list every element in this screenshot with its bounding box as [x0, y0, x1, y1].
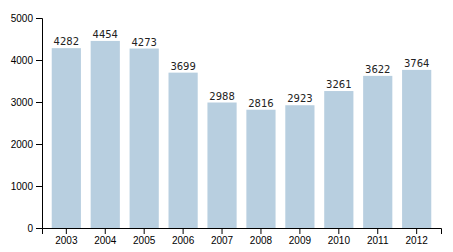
bars: [52, 41, 432, 228]
data-label: 2988: [209, 91, 234, 102]
tick-mark: [260, 228, 261, 234]
bar: [91, 41, 120, 228]
chart-svg: 0100020003000400050002003200420052006200…: [0, 0, 453, 252]
tick-label: 2012: [406, 235, 429, 246]
tick: 2005: [133, 228, 156, 246]
tick-mark: [36, 18, 42, 19]
bar: [246, 110, 275, 228]
tick-mark: [338, 228, 339, 234]
tick: 0: [27, 223, 42, 234]
y-axis: 0 1000 2000 3000 4000 5000: [11, 13, 43, 234]
tick-mark: [222, 228, 223, 234]
tick-mark: [36, 102, 42, 103]
tick: 5000: [11, 13, 42, 24]
tick: 2012: [406, 228, 429, 246]
tick-mark: [36, 186, 42, 187]
tick-label: 2009: [289, 235, 312, 246]
tick-label: 2006: [172, 235, 195, 246]
tick-mark: [183, 228, 184, 234]
tick-mark: [416, 228, 417, 234]
tick-label: 2007: [211, 235, 234, 246]
tick: 1000: [11, 181, 42, 192]
tick: 4000: [11, 55, 42, 66]
tick: 2000: [11, 139, 42, 150]
data-label: 3622: [365, 64, 390, 75]
tick: 2011: [367, 228, 389, 246]
tick: 2010: [328, 228, 351, 246]
axis-line: [36, 19, 43, 229]
data-label: 2816: [248, 98, 273, 109]
tick: 2007: [211, 228, 234, 246]
tick-label: 3000: [11, 97, 34, 108]
bar: [285, 105, 314, 228]
tick-mark: [36, 60, 42, 61]
tick: 3000: [11, 97, 42, 108]
plot: 0100020003000400050002003200420052006200…: [11, 13, 442, 246]
data-label: 3699: [170, 61, 195, 72]
tick-mark: [144, 228, 145, 234]
data-label: 2923: [287, 93, 312, 104]
data-labels: 4282 4454 4273 3699 2988 2816 2923 3261 3622 3764: [54, 29, 430, 109]
tick-label: 2011: [367, 235, 389, 246]
chart-container: 0100020003000400050002003200420052006200…: [0, 0, 453, 252]
tick-mark: [377, 228, 378, 234]
tick: 2009: [289, 228, 312, 246]
bar: [363, 76, 392, 228]
data-label: 4454: [93, 29, 118, 40]
data-label: 4273: [131, 37, 156, 48]
tick: 2004: [94, 228, 117, 246]
bar: [52, 48, 81, 228]
tick-mark: [36, 228, 42, 229]
tick-mark: [299, 228, 300, 234]
tick-label: 2010: [328, 235, 351, 246]
tick-label: 2003: [55, 235, 78, 246]
tick-mark: [66, 228, 67, 234]
data-label: 3764: [404, 58, 429, 69]
tick: 2003: [55, 228, 78, 246]
bar: [324, 91, 353, 228]
tick-label: 2005: [133, 235, 156, 246]
tick-mark: [36, 144, 42, 145]
tick-label: 5000: [11, 13, 34, 24]
bar: [169, 73, 198, 228]
tick: 2008: [250, 228, 273, 246]
bar: [402, 70, 431, 228]
data-label: 4282: [54, 36, 79, 47]
tick-label: 2004: [94, 235, 117, 246]
tick-label: 0: [27, 223, 33, 234]
tick-label: 2000: [11, 139, 34, 150]
axis-line: [43, 229, 442, 235]
x-axis: 2003 2004 2005 2006 2007 2008 2009 2010 2011 2012: [43, 228, 442, 246]
tick: 2006: [172, 228, 195, 246]
tick-mark: [105, 228, 106, 234]
tick-label: 1000: [11, 181, 34, 192]
data-label: 3261: [326, 79, 351, 90]
bar: [207, 103, 236, 228]
bar: [130, 49, 159, 228]
tick-label: 2008: [250, 235, 273, 246]
tick-label: 4000: [11, 55, 34, 66]
